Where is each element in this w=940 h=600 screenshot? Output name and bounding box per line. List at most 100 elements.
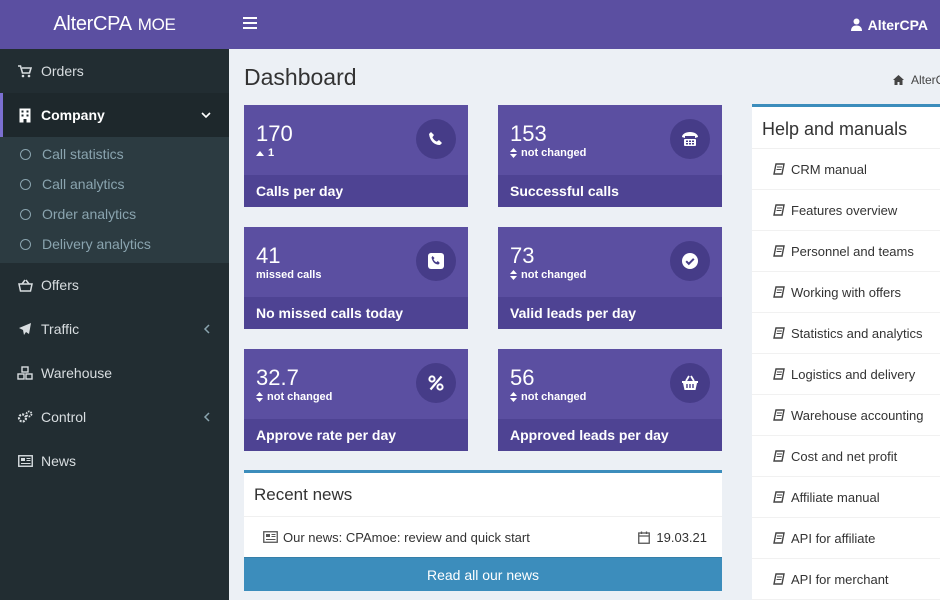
tile-sub: not changed: [521, 391, 587, 403]
tile-label: Successful calls: [498, 175, 722, 207]
book-icon: [773, 450, 785, 462]
help-link[interactable]: API for affiliate: [752, 518, 940, 559]
sidebar-item-offers[interactable]: Offers: [0, 263, 229, 307]
stat-tile-approve-rate: 32.7 not changed Approve rate per day: [244, 349, 468, 451]
tile-value: 153: [510, 121, 547, 146]
sidebar-item-label: Offers: [41, 277, 79, 293]
chevron-left-icon: [201, 324, 211, 334]
sidebar-item-orders[interactable]: Orders: [0, 49, 229, 93]
submenu-label: Order analytics: [42, 206, 137, 222]
sort-icon: [510, 270, 517, 280]
news-item-title: Our news: CPAmoe: review and quick start: [283, 529, 530, 545]
stat-tile-valid-leads: 73 not changed Valid leads per day: [498, 227, 722, 329]
tile-label: Valid leads per day: [498, 297, 722, 329]
book-icon: [773, 491, 785, 503]
recent-news-title: Recent news: [244, 473, 722, 517]
read-all-news-button[interactable]: Read all our news: [244, 557, 722, 591]
help-link-label: API for merchant: [791, 571, 889, 587]
help-link[interactable]: Affiliate manual: [752, 477, 940, 518]
cart-icon: [17, 63, 33, 79]
tile-label: Approved leads per day: [498, 419, 722, 451]
breadcrumb[interactable]: AlterCPA: [893, 73, 940, 87]
sidebar-item-label: Warehouse: [41, 365, 113, 381]
tile-change: 1: [256, 147, 274, 159]
news-item[interactable]: Our news: CPAmoe: review and quick start…: [244, 517, 722, 557]
check-circle-icon: [670, 241, 710, 281]
sort-icon: [510, 392, 517, 402]
help-link[interactable]: Features overview: [752, 190, 940, 231]
submenu-item-call-statistics[interactable]: Call statistics: [0, 139, 229, 169]
help-panel-title: Help and manuals: [752, 107, 940, 149]
tile-value: 170: [256, 121, 293, 146]
stat-tile-successful-calls: 153 not changed Successful calls: [498, 105, 722, 207]
circle-icon: [20, 178, 31, 190]
company-submenu: Call statistics Call analytics Order ana…: [0, 137, 229, 263]
help-link[interactable]: Logistics and delivery: [752, 354, 940, 395]
stat-tile-missed-calls: 41 missed calls No missed calls today: [244, 227, 468, 329]
circle-icon: [20, 148, 31, 160]
help-link[interactable]: Cost and net profit: [752, 436, 940, 477]
tile-change: missed calls: [256, 269, 321, 281]
newspaper-icon: [17, 453, 33, 469]
sidebar-item-traffic[interactable]: Traffic: [0, 307, 229, 351]
tile-change: not changed: [510, 147, 586, 159]
help-link[interactable]: Working with offers: [752, 272, 940, 313]
submenu-item-call-analytics[interactable]: Call analytics: [0, 169, 229, 199]
breadcrumb-home: AlterCPA: [911, 73, 940, 87]
tile-sub: missed calls: [256, 269, 322, 281]
chevron-down-icon: [201, 110, 211, 120]
help-link-label: Features overview: [791, 202, 898, 218]
circle-icon: [20, 208, 31, 220]
submenu-item-delivery-analytics[interactable]: Delivery analytics: [0, 229, 229, 259]
help-link[interactable]: Statistics and analytics: [752, 313, 940, 354]
sidebar-item-label: Orders: [41, 63, 84, 79]
submenu-item-order-analytics[interactable]: Order analytics: [0, 199, 229, 229]
sort-icon: [510, 148, 517, 158]
user-menu[interactable]: AlterCPA: [850, 0, 928, 49]
building-icon: [17, 107, 33, 123]
book-icon: [773, 573, 785, 585]
news-date-text: 19.03.21: [656, 529, 707, 545]
tile-value: 56: [510, 365, 535, 390]
submenu-label: Call analytics: [42, 176, 125, 192]
book-icon: [773, 286, 785, 298]
sidebar-item-news[interactable]: News: [0, 439, 229, 483]
paper-plane-icon: [17, 321, 33, 337]
help-link[interactable]: API for merchant: [752, 559, 940, 600]
sidebar-item-label: Traffic: [41, 321, 80, 337]
basket-icon: [17, 277, 33, 293]
stat-tile-approved-leads: 56 not changed Approved leads per day: [498, 349, 722, 451]
book-icon: [773, 327, 785, 339]
book-icon: [773, 409, 785, 421]
book-icon: [773, 245, 785, 257]
submenu-label: Delivery analytics: [42, 236, 151, 252]
book-icon: [773, 368, 785, 380]
logo[interactable]: AlterCPA MOE: [0, 0, 229, 49]
tile-label: Approve rate per day: [244, 419, 468, 451]
cogs-icon: [17, 409, 33, 425]
brand-name: AlterCPA: [53, 13, 132, 35]
help-link[interactable]: Warehouse accounting: [752, 395, 940, 436]
sidebar-item-company[interactable]: Company: [0, 93, 229, 137]
top-navbar: AlterCPA: [229, 0, 940, 49]
home-icon: [893, 75, 904, 85]
phone-square-icon: [416, 241, 456, 281]
hamburger-menu-icon[interactable]: [243, 17, 257, 31]
help-link[interactable]: Personnel and teams: [752, 231, 940, 272]
help-link[interactable]: CRM manual: [752, 149, 940, 190]
sidebar-item-warehouse[interactable]: Warehouse: [0, 351, 229, 395]
page-title: Dashboard: [244, 64, 357, 90]
tile-sub: not changed: [521, 147, 587, 159]
help-list: CRM manual Features overview Personnel and…: [752, 149, 940, 600]
cubes-icon: [17, 365, 33, 381]
sort-icon: [256, 392, 263, 402]
phone-icon: [416, 119, 456, 159]
book-icon: [773, 532, 785, 544]
sidebar-item-control[interactable]: Control: [0, 395, 229, 439]
help-link-label: Working with offers: [791, 284, 902, 300]
newspaper-icon: [263, 531, 278, 543]
sidebar-item-label: Control: [41, 409, 87, 425]
book-icon: [773, 163, 785, 175]
percent-icon: [416, 363, 456, 403]
help-link-label: Personnel and teams: [791, 243, 914, 259]
